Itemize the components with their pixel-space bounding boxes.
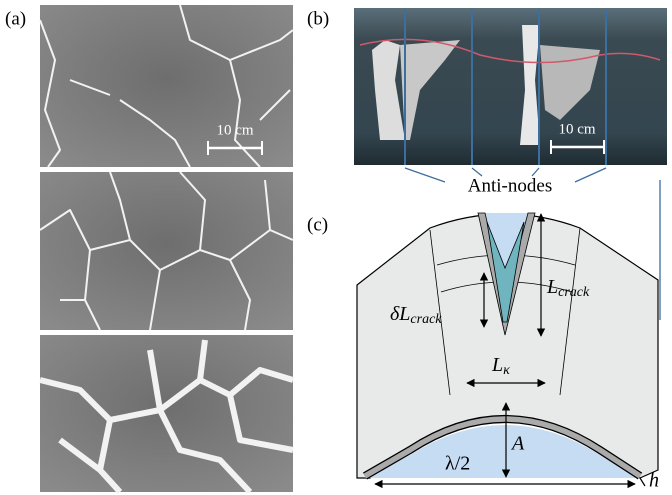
- scale-label: 10 cm: [558, 121, 595, 137]
- photo-a1: 10 cm: [40, 5, 293, 167]
- symbol: L: [546, 276, 558, 298]
- diagram: [357, 213, 658, 478]
- annotation: Anti-nodes: [468, 175, 552, 196]
- figure: (a) 10 cm (b) 10 cm Anti-: [0, 0, 672, 495]
- subscript: crack: [558, 285, 590, 300]
- panel-label: (b): [307, 8, 329, 29]
- panel-label: (a): [5, 8, 26, 29]
- photo-a2: [40, 172, 293, 330]
- photo-a3: [40, 335, 293, 492]
- subscript: crack: [410, 312, 442, 327]
- symbol: L: [491, 354, 503, 376]
- label-half-wavelength: λ/2: [445, 453, 470, 475]
- scale-label: 10 cm: [216, 122, 253, 138]
- symbol: δL: [390, 303, 410, 325]
- label-thickness: h: [649, 470, 659, 492]
- panel-label: (c): [307, 214, 328, 235]
- subscript: κ: [503, 363, 510, 378]
- photo-b: 10 cm: [354, 8, 667, 165]
- label-amplitude: A: [510, 433, 525, 455]
